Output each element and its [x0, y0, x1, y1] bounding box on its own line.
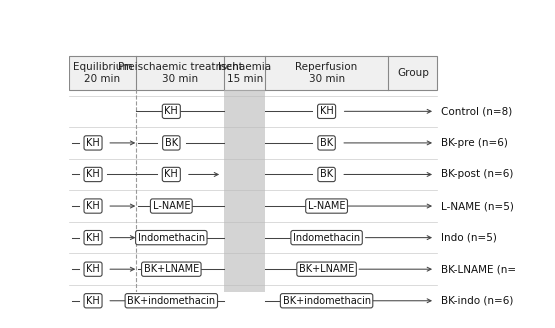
Text: L-NAME: L-NAME [308, 201, 345, 211]
Text: KH: KH [86, 233, 100, 243]
Text: Indomethacin: Indomethacin [138, 233, 205, 243]
Text: KH: KH [164, 106, 178, 116]
Text: BK-LNAME (n=: BK-LNAME (n= [441, 264, 517, 274]
Text: BK-pre (n=6): BK-pre (n=6) [441, 138, 508, 148]
Text: Equilibrium
20 min: Equilibrium 20 min [73, 62, 132, 84]
Text: BK: BK [165, 138, 178, 148]
Text: Group: Group [397, 68, 430, 78]
Text: KH: KH [164, 170, 178, 179]
Text: KH: KH [86, 201, 100, 211]
Text: KH: KH [86, 296, 100, 306]
Bar [69, 56, 437, 90]
Text: Indo (n=5): Indo (n=5) [441, 233, 497, 243]
Text: BK+indomethacin: BK+indomethacin [127, 296, 215, 306]
Text: BK+indomethacin: BK+indomethacin [282, 296, 371, 306]
Text: BK: BK [320, 138, 333, 148]
Text: Indomethacin: Indomethacin [293, 233, 360, 243]
Text: KH: KH [86, 138, 100, 148]
Text: KH: KH [86, 264, 100, 274]
Text: Reperfusion
30 min: Reperfusion 30 min [295, 62, 358, 84]
Text: Control (n=8): Control (n=8) [441, 106, 513, 116]
Text: Preischaemic treatment
30 min: Preischaemic treatment 30 min [118, 62, 243, 84]
Text: KH: KH [86, 170, 100, 179]
Text: BK-post (n=6): BK-post (n=6) [441, 170, 514, 179]
Text: L-NAME: L-NAME [153, 201, 190, 211]
Text: Ischaemia
15 min: Ischaemia 15 min [218, 62, 271, 84]
Text: KH: KH [320, 106, 334, 116]
Text: BK-indo (n=6): BK-indo (n=6) [441, 296, 514, 306]
Bar [224, 90, 265, 317]
Text: BK+LNAME: BK+LNAME [144, 264, 199, 274]
Text: BK+LNAME: BK+LNAME [299, 264, 354, 274]
Text: L-NAME (n=5): L-NAME (n=5) [441, 201, 514, 211]
Text: BK: BK [320, 170, 333, 179]
